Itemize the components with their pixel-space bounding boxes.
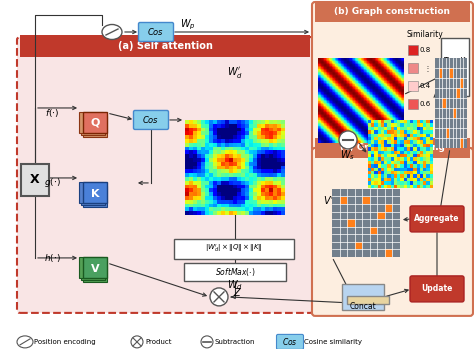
Text: $g(\cdot)$: $g(\cdot)$ — [44, 177, 60, 190]
Text: Product: Product — [145, 339, 172, 345]
Circle shape — [201, 336, 213, 348]
Text: (c) Graph computing: (c) Graph computing — [339, 143, 445, 153]
Text: $W_d'$: $W_d'$ — [227, 66, 243, 81]
Text: $\mathbf{V}$: $\mathbf{V}$ — [90, 262, 100, 274]
Text: 0.8: 0.8 — [420, 47, 431, 53]
Text: $\mathbf{K}$: $\mathbf{K}$ — [90, 187, 100, 199]
FancyBboxPatch shape — [184, 263, 286, 281]
FancyBboxPatch shape — [80, 183, 103, 203]
Text: $\mathbf{X}$: $\mathbf{X}$ — [29, 173, 41, 186]
FancyBboxPatch shape — [83, 258, 108, 279]
FancyBboxPatch shape — [312, 148, 473, 316]
FancyBboxPatch shape — [80, 112, 103, 133]
FancyBboxPatch shape — [82, 184, 106, 206]
FancyBboxPatch shape — [83, 261, 108, 282]
Text: 0.6: 0.6 — [420, 101, 431, 107]
FancyBboxPatch shape — [342, 284, 384, 310]
Text: Cosine similarity: Cosine similarity — [304, 339, 362, 345]
Text: $\mathbf{Q}$: $\mathbf{Q}$ — [90, 117, 100, 129]
Bar — [408, 45, 418, 55]
Text: 0.4: 0.4 — [420, 83, 431, 89]
Text: $V''$: $V''$ — [323, 194, 337, 206]
Bar — [315, 2, 470, 22]
Ellipse shape — [102, 24, 122, 39]
Ellipse shape — [17, 336, 33, 348]
FancyBboxPatch shape — [17, 37, 313, 313]
Text: $W_d$: $W_d$ — [227, 278, 243, 292]
FancyBboxPatch shape — [276, 334, 303, 349]
FancyBboxPatch shape — [312, 2, 473, 151]
Circle shape — [339, 131, 357, 149]
FancyBboxPatch shape — [83, 117, 108, 138]
FancyBboxPatch shape — [80, 258, 103, 279]
Text: $W_p$: $W_p$ — [180, 18, 196, 32]
Text: $W_s$: $W_s$ — [340, 148, 356, 162]
FancyBboxPatch shape — [21, 164, 49, 196]
FancyBboxPatch shape — [441, 38, 470, 96]
Text: $f(\cdot)$: $f(\cdot)$ — [45, 107, 59, 119]
Text: (a) Self attention: (a) Self attention — [118, 41, 212, 51]
Text: Update: Update — [421, 284, 453, 294]
Text: $SoftMax(\cdot)$: $SoftMax(\cdot)$ — [215, 266, 255, 278]
Text: $h(\cdot)$: $h(\cdot)$ — [44, 252, 60, 264]
Text: Subtraction: Subtraction — [215, 339, 255, 345]
Bar — [20, 35, 310, 57]
Text: (b) Graph construction: (b) Graph construction — [334, 7, 450, 16]
Text: Concat: Concat — [350, 302, 376, 311]
Text: $Cos$: $Cos$ — [147, 27, 164, 37]
Text: Top $K$
search: Top $K$ search — [442, 55, 468, 79]
Bar — [315, 138, 470, 158]
Text: $Z$: $Z$ — [233, 286, 242, 298]
Bar — [408, 99, 418, 109]
FancyBboxPatch shape — [347, 296, 389, 304]
Bar — [408, 63, 418, 73]
FancyBboxPatch shape — [410, 276, 464, 302]
FancyBboxPatch shape — [410, 206, 464, 232]
Text: Aggregate: Aggregate — [414, 214, 460, 223]
FancyBboxPatch shape — [82, 114, 106, 135]
Text: $Cos$: $Cos$ — [282, 336, 298, 347]
FancyBboxPatch shape — [138, 22, 173, 42]
FancyBboxPatch shape — [82, 259, 106, 280]
Text: Similarity: Similarity — [407, 30, 443, 39]
Text: ⋮: ⋮ — [420, 65, 436, 71]
FancyBboxPatch shape — [83, 186, 108, 207]
FancyBboxPatch shape — [134, 111, 168, 129]
Circle shape — [131, 336, 143, 348]
FancyBboxPatch shape — [83, 183, 108, 203]
Circle shape — [210, 288, 228, 306]
Text: $Cos$: $Cos$ — [142, 114, 160, 125]
Text: $|W_d'|\times\|Q\|\times\|K\|$: $|W_d'|\times\|Q\|\times\|K\|$ — [205, 243, 263, 255]
FancyBboxPatch shape — [174, 239, 294, 259]
FancyBboxPatch shape — [83, 112, 108, 133]
Text: Position encoding: Position encoding — [34, 339, 96, 345]
Bar — [408, 81, 418, 91]
